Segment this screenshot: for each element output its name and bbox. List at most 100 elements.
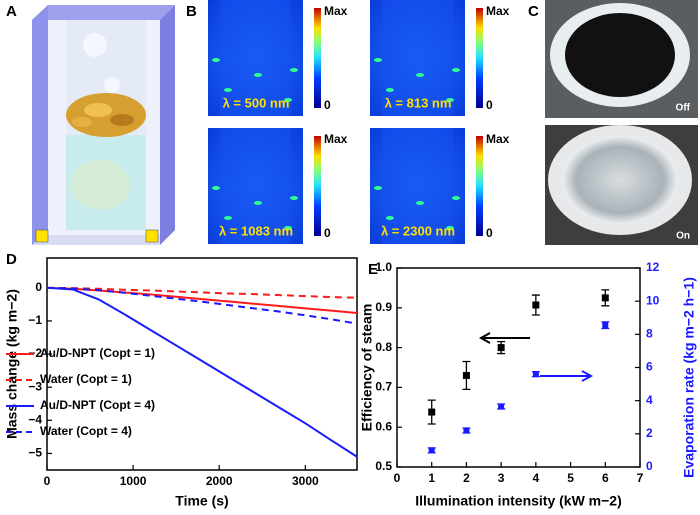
legend-label: Au/D-NPT (Copt = 4)	[40, 398, 155, 412]
legend-label: Au/D-NPT (Copt = 1)	[40, 346, 155, 360]
x-tick-label: 7	[637, 471, 644, 485]
line-series	[46, 286, 358, 458]
y-axis-label: Efficiency of steam	[359, 304, 375, 432]
x-tick-label: 0	[44, 474, 51, 488]
hotspot	[254, 73, 262, 77]
x-tick-label: 4	[533, 471, 540, 485]
y2-tick-label: 0	[646, 459, 653, 473]
hotspot	[452, 196, 460, 200]
y2-tick-label: 12	[646, 260, 660, 274]
y-tick-label: −2	[28, 346, 42, 360]
y-tick-label: 0.8	[375, 340, 392, 354]
y-tick-label: 1.0	[375, 260, 392, 274]
wavelength-label: λ = 813 nm	[385, 95, 452, 110]
y-tick-label: 0.7	[375, 380, 392, 394]
pore	[220, 0, 291, 116]
legend-label: Water (Copt = 4)	[40, 424, 132, 438]
panel-label: E	[368, 261, 378, 278]
hotspot	[212, 186, 220, 190]
colorbar-max: Max	[486, 4, 510, 18]
y-tick-label: 0	[35, 280, 42, 294]
photo-label: Off	[676, 103, 691, 114]
point	[601, 294, 609, 302]
x-tick-label: 5	[567, 471, 574, 485]
colorbar	[314, 8, 321, 108]
colorbar-min: 0	[486, 98, 493, 112]
hotspot	[374, 58, 382, 62]
y-tick-label: 0.9	[375, 300, 392, 314]
y2-tick-label: 2	[646, 426, 653, 440]
field-maps: λ = 500 nm Max 0 λ = 813 nm Max 0 λ = 1083 nm M…	[208, 0, 510, 244]
hotspot	[452, 68, 460, 72]
hotspot	[212, 58, 220, 62]
hotspot	[254, 201, 262, 205]
y2-axis-label: Evaporation rate (kg m−2 h−1)	[681, 277, 697, 478]
hotspot	[446, 226, 454, 230]
y2-tick-label: 6	[646, 360, 653, 374]
x-tick-label: 1	[428, 471, 435, 485]
y2-tick-label: 10	[646, 293, 660, 307]
hotspot	[416, 73, 424, 77]
line-series	[46, 286, 358, 325]
colorbar-max: Max	[324, 4, 348, 18]
y2-tick-label: 8	[646, 327, 653, 341]
y-tick-label: 0.5	[375, 459, 392, 473]
hotspot	[374, 186, 382, 190]
line-series	[46, 286, 358, 299]
point	[428, 408, 436, 416]
point	[462, 371, 470, 379]
y-tick-label: −3	[28, 379, 42, 393]
colorbar-min: 0	[486, 226, 493, 240]
y-axis-label: Mass change (kg m−2)	[4, 289, 20, 439]
wavelength-label: λ = 2300 nm	[381, 223, 455, 238]
hotspot	[284, 98, 292, 102]
x-tick-label: 0	[394, 471, 401, 485]
wavelength-label: λ = 500 nm	[223, 95, 290, 110]
pore	[220, 128, 291, 244]
point	[497, 344, 505, 352]
panel-label: A	[6, 3, 17, 20]
colorbar-max: Max	[486, 132, 510, 146]
colorbar	[314, 136, 321, 236]
hotspot	[446, 98, 454, 102]
hotspot	[386, 216, 394, 220]
pore	[382, 0, 453, 116]
x-axis-label: Time (s)	[175, 493, 228, 509]
y-tick-label: −5	[28, 446, 42, 460]
plot-frame	[46, 257, 358, 471]
x-axis-label: Illumination intensity (kW m−2)	[415, 493, 622, 509]
x-tick-label: 2000	[206, 474, 233, 488]
photo-label: On	[676, 231, 690, 242]
colorbar	[476, 136, 483, 236]
hotspot	[284, 226, 292, 230]
wavelength-label: λ = 1083 nm	[219, 223, 293, 238]
hotspot	[290, 68, 298, 72]
colorbar	[476, 8, 483, 108]
point	[463, 427, 470, 434]
hotspot	[416, 201, 424, 205]
line-series	[46, 286, 358, 314]
colorbar-min: 0	[324, 226, 331, 240]
x-tick-label: 1000	[120, 474, 147, 488]
hotspot	[224, 88, 232, 92]
point	[602, 322, 609, 329]
colorbar-min: 0	[324, 98, 331, 112]
hotspot	[224, 216, 232, 220]
y2-tick-label: 4	[646, 393, 653, 407]
hotspot	[386, 88, 394, 92]
schematic	[32, 5, 175, 245]
y-tick-label: 0.6	[375, 419, 392, 433]
point	[498, 403, 505, 410]
point	[428, 447, 435, 454]
arrow	[540, 370, 594, 382]
y-tick-label: −1	[28, 313, 42, 327]
y-tick-label: −4	[28, 412, 42, 426]
legend-label: Water (Copt = 1)	[40, 372, 132, 386]
panel-label: C	[528, 3, 539, 20]
panel-label: B	[186, 3, 197, 20]
photos	[545, 0, 698, 245]
x-tick-label: 2	[463, 471, 470, 485]
colorbar-max: Max	[324, 132, 348, 146]
point	[532, 371, 539, 378]
